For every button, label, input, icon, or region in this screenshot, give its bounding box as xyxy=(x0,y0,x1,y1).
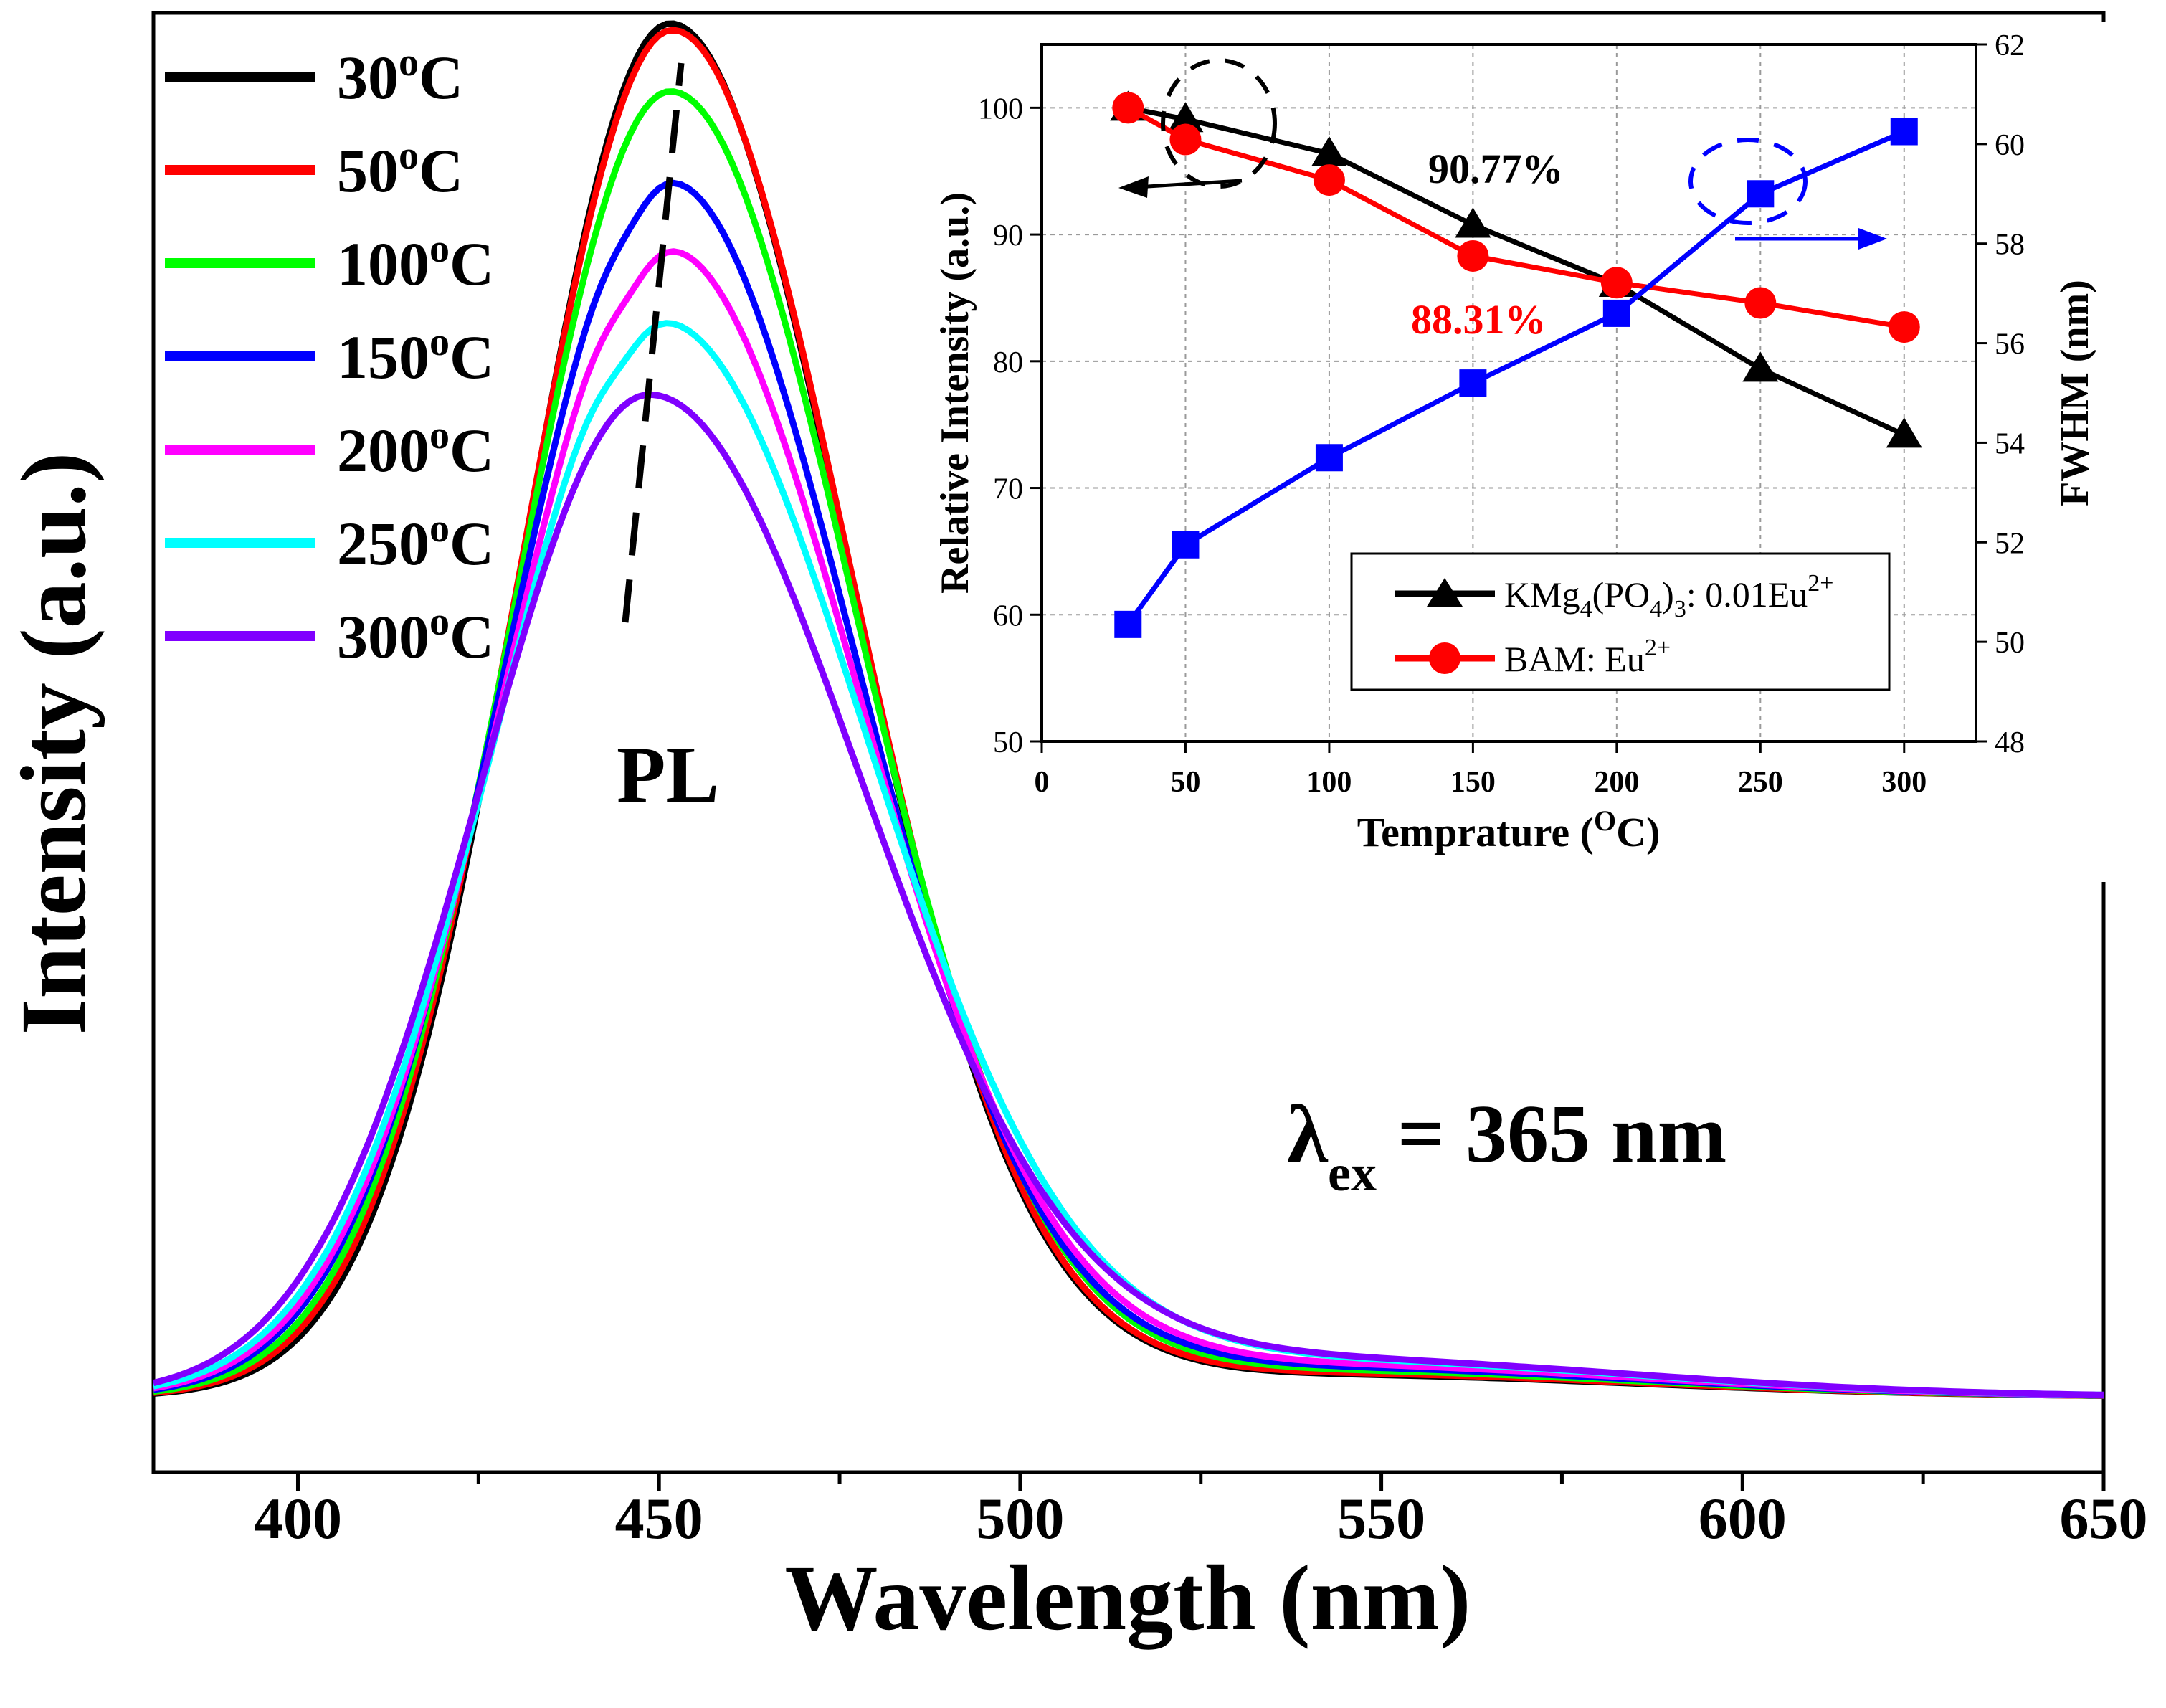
legend-label-1: 50oC xyxy=(337,133,463,205)
legend-marker-circle xyxy=(1429,642,1460,674)
legend-label-2: 100oC xyxy=(337,227,494,298)
inset-x-axis-title: Temprature (OC) xyxy=(1357,805,1661,855)
x-tick-label: 650 xyxy=(2060,1486,2148,1551)
square-marker xyxy=(1315,444,1343,472)
inset-right-tick-label: 62 xyxy=(1995,29,2025,62)
left-arrow-head xyxy=(1118,176,1149,198)
pl-label: PL xyxy=(617,731,719,820)
legend-label-5: 250oC xyxy=(337,506,494,578)
inset-left-tick-label: 100 xyxy=(978,92,1023,125)
inset-left-tick-label: 50 xyxy=(993,726,1023,759)
inset-x-tick-label: 50 xyxy=(1170,766,1200,799)
legend-label-3: 150oC xyxy=(337,320,494,392)
pl-curve-6 xyxy=(152,391,2104,1398)
inset-x-tick-label: 100 xyxy=(1306,766,1352,799)
legend-label-kmg: KMg4(PO4)3: 0.01Eu2+ xyxy=(1504,570,1833,622)
pl-peak-shift-dashed-line xyxy=(622,62,685,623)
circle-marker xyxy=(1169,123,1202,156)
square-marker xyxy=(1459,369,1487,397)
inset-right-tick-label: 58 xyxy=(1995,229,2025,262)
inset-left-tick-label: 70 xyxy=(993,473,1023,506)
square-marker xyxy=(1602,299,1630,327)
main-y-axis-title: Intensity (a.u.) xyxy=(2,452,105,1035)
inset-right-tick-label: 54 xyxy=(1995,427,2025,460)
left-axis-indicator-ellipse xyxy=(1161,58,1277,189)
inset-right-tick-label: 50 xyxy=(1995,627,2025,660)
inset-x-tick-label: 300 xyxy=(1881,766,1927,799)
inset-left-tick-label: 90 xyxy=(993,219,1023,252)
inset-plot: 0 50 100 150 200 250 300 50 60 70 80 90 100 48 50 52 54 5… xyxy=(932,22,2122,882)
circle-marker xyxy=(1600,267,1633,299)
black-retention-label: 90.77% xyxy=(1428,146,1564,192)
main-curves xyxy=(152,20,2104,1399)
triangle-marker xyxy=(1886,417,1922,448)
inset-legend: KMg4(PO4)3: 0.01Eu2+ BAM: Eu2+ xyxy=(1350,552,1891,691)
circle-marker xyxy=(1457,239,1489,272)
inset-right-tick-label: 56 xyxy=(1995,328,2025,361)
circle-marker xyxy=(1744,287,1777,319)
triangle-marker xyxy=(1455,207,1491,238)
inset-ticks: 0 50 100 150 200 250 300 50 60 70 80 90 100 48 50 52 54 5… xyxy=(978,29,2025,799)
legend-label-6: 300oC xyxy=(337,599,494,671)
main-legend: 30oC 50oC 100oC 150oC 200oC 250oC 300oC xyxy=(165,40,494,671)
right-axis-indicator-ellipse xyxy=(1688,138,1808,225)
square-marker xyxy=(1747,180,1775,208)
inset-left-tick-label: 60 xyxy=(993,599,1023,632)
legend-marker-triangle xyxy=(1427,578,1463,607)
x-tick-label: 500 xyxy=(976,1486,1064,1551)
legend-label-bam: BAM: Eu2+ xyxy=(1504,635,1671,679)
inset-right-y-axis-title: FWHM (nm) xyxy=(2053,280,2097,506)
inset-right-tick-label: 52 xyxy=(1995,527,2025,560)
main-x-axis-title: Wavelength (nm) xyxy=(785,1547,1471,1650)
inset-left-y-axis-title: Relative Intensity (a.u.) xyxy=(933,192,977,594)
x-tick-label: 600 xyxy=(1699,1486,1787,1551)
square-marker xyxy=(1172,531,1200,559)
x-tick-label: 550 xyxy=(1337,1486,1425,1551)
square-marker xyxy=(1890,118,1918,146)
main-plot: 400 450 500 550 600 650 PL λex = 365 nm Wavel… xyxy=(2,11,2148,1650)
legend-label-4: 200oC xyxy=(337,413,494,485)
triangle-marker xyxy=(1311,136,1347,166)
inset-plot-frame xyxy=(1040,43,1977,743)
x-tick-label: 400 xyxy=(254,1486,342,1551)
triangle-marker xyxy=(1742,351,1779,382)
main-x-ticks: 400 450 500 550 600 650 xyxy=(254,1472,2148,1551)
inset-right-tick-label: 48 xyxy=(1995,726,2025,759)
inset-series xyxy=(1110,90,1922,638)
inset-left-tick-label: 80 xyxy=(993,346,1023,379)
triangle-marker xyxy=(1167,102,1204,133)
excitation-label: λex = 365 nm xyxy=(1287,1088,1726,1202)
right-arrow-head xyxy=(1858,228,1887,250)
inset-x-tick-label: 0 xyxy=(1035,766,1050,799)
inset-x-tick-label: 200 xyxy=(1594,766,1639,799)
red-retention-label: 88.31% xyxy=(1411,296,1547,343)
circle-marker xyxy=(1313,164,1345,196)
inset-right-tick-label: 60 xyxy=(1995,129,2025,162)
circle-marker xyxy=(1888,311,1920,343)
x-tick-label: 450 xyxy=(615,1486,703,1551)
square-marker xyxy=(1114,610,1142,638)
legend-label-0: 30oC xyxy=(337,40,463,112)
circle-marker xyxy=(1112,92,1144,124)
inset-x-tick-label: 250 xyxy=(1738,766,1783,799)
inset-x-tick-label: 150 xyxy=(1450,766,1496,799)
inset-background xyxy=(932,22,2122,882)
